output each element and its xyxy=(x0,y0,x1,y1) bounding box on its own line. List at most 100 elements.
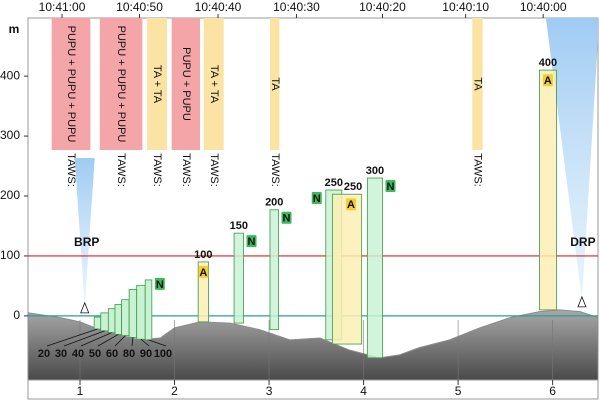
x-tick-label: 6 xyxy=(549,384,556,398)
terrain xyxy=(27,309,599,381)
kind-label: N xyxy=(156,279,164,291)
time-tick-label: 10:40:10 xyxy=(442,0,489,14)
stair-arrow xyxy=(80,332,112,347)
alert-strip xyxy=(99,18,143,150)
kind-label: N xyxy=(387,181,395,193)
stair-arrow xyxy=(114,335,126,347)
alert-prefix: TAWS: xyxy=(180,153,192,187)
stair-arrow xyxy=(140,338,150,347)
kind-badge xyxy=(281,211,292,224)
x-tick-label: 2 xyxy=(171,384,178,398)
kind-label: A xyxy=(199,267,207,279)
point-label: DRP xyxy=(570,235,595,249)
alert-prefix: TAWS: xyxy=(208,153,220,187)
stair-bar xyxy=(100,312,109,332)
bar xyxy=(538,69,557,311)
stair-bar xyxy=(121,299,130,337)
bar xyxy=(197,261,209,323)
x-tick-label: 3 xyxy=(266,384,273,398)
kind-label: N xyxy=(283,213,291,225)
stair-arrow xyxy=(97,334,119,347)
alert-strip xyxy=(171,18,201,150)
bar-value-label: 250 xyxy=(325,177,343,189)
kind-badge xyxy=(385,180,396,193)
time-tick-label: 10:40:20 xyxy=(359,0,406,14)
bar-value-label: 400 xyxy=(539,57,557,69)
kind-label: N xyxy=(313,193,321,205)
alert-prefix: TAWS: xyxy=(472,153,484,187)
stair-label: 90 xyxy=(140,348,152,360)
stair-bar xyxy=(114,304,122,335)
time-tick-label: 10:40:50 xyxy=(116,0,163,14)
y-axis-label: m xyxy=(9,22,20,36)
y-tick-label: 0 xyxy=(13,308,20,322)
x-tick-label: 4 xyxy=(360,384,367,398)
kind-label: A xyxy=(347,199,355,211)
bar xyxy=(366,177,383,359)
kind-badge xyxy=(311,192,322,205)
y-tick-label: 200 xyxy=(0,188,20,202)
bar-value-label: 250 xyxy=(344,181,362,193)
alert-prefix: TAWS: xyxy=(65,153,77,187)
stair-bar xyxy=(128,289,138,338)
stair-arrow xyxy=(46,328,98,347)
alert-text: TA + TA xyxy=(208,65,220,104)
x-axis-band xyxy=(27,379,599,400)
alert-text: PUPU + PUPU + PUPU xyxy=(65,26,77,143)
stair-bar xyxy=(107,308,116,334)
alert-prefix: TAWS: xyxy=(151,153,163,187)
y-tick-label: 400 xyxy=(0,68,20,82)
stair-label: 80 xyxy=(123,348,135,360)
time-tick-label: 10:40:00 xyxy=(520,0,567,14)
alert-strip xyxy=(472,18,483,150)
bar-value-label: 200 xyxy=(265,197,283,209)
time-tick-label: 10:40:30 xyxy=(273,0,320,14)
x-tick-label: 5 xyxy=(455,384,462,398)
kind-badge xyxy=(542,74,553,87)
alert-text: PUPU + PUPU + PUPU xyxy=(115,26,127,143)
stair-bar xyxy=(144,279,153,341)
time-tick-label: 10:40:40 xyxy=(195,0,242,14)
y-tick-label: 100 xyxy=(0,248,20,262)
alert-prefix: TAWS: xyxy=(115,153,127,187)
alert-text: TA xyxy=(472,77,484,91)
stair-label: 50 xyxy=(89,348,101,360)
stair-label: 20 xyxy=(38,348,50,360)
aircraft-marker xyxy=(577,295,587,308)
bar-value-label: 150 xyxy=(230,220,248,232)
approach-cone xyxy=(545,18,598,300)
stair-label: 40 xyxy=(72,348,84,360)
stair-arrow xyxy=(131,337,134,347)
kind-badge xyxy=(154,277,165,290)
kind-badge xyxy=(346,198,357,211)
bar-value-label: 100 xyxy=(194,249,212,261)
bar xyxy=(331,193,363,345)
kind-label: A xyxy=(544,75,552,87)
alert-strip xyxy=(51,18,91,150)
approach-cone xyxy=(74,158,95,306)
stair-label: 100 xyxy=(154,348,172,360)
stair-label: 60 xyxy=(106,348,118,360)
aircraft-marker xyxy=(80,301,90,314)
y-tick-label: 300 xyxy=(0,128,20,142)
alert-text: TA xyxy=(269,77,281,91)
bar-value-label: 300 xyxy=(366,165,384,177)
alert-strip xyxy=(147,18,167,150)
alert-strip xyxy=(269,18,280,150)
bar xyxy=(269,209,279,331)
point-label: BRP xyxy=(74,235,99,249)
bar xyxy=(233,232,244,324)
alert-text: PUPU + PUPU xyxy=(180,47,192,121)
stair-arrow xyxy=(63,330,105,347)
time-tick-label: 10:41:00 xyxy=(39,0,86,14)
stair-bar xyxy=(136,284,146,340)
x-tick-label: 1 xyxy=(77,384,84,398)
kind-label: N xyxy=(248,236,256,248)
stair-bar xyxy=(93,316,102,330)
kind-badge xyxy=(198,265,209,278)
alert-strip xyxy=(203,18,224,150)
alert-text: TA + TA xyxy=(151,65,163,104)
kind-badge xyxy=(246,235,257,248)
